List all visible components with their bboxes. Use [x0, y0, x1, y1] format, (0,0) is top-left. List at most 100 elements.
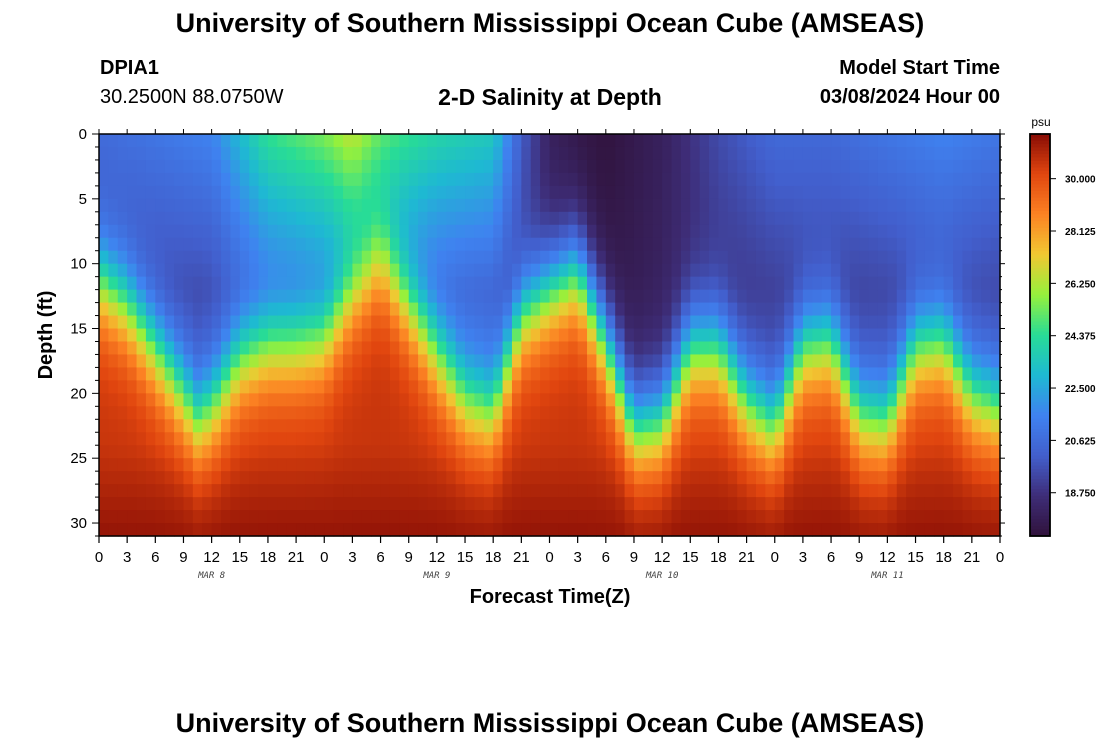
heatmap-cell — [361, 484, 372, 498]
heatmap-cell — [136, 250, 147, 265]
heatmap-cell — [821, 497, 832, 511]
heatmap-cell — [164, 134, 175, 148]
day-label: MAR 10 — [645, 571, 679, 581]
heatmap-cell — [389, 523, 400, 537]
colorbar-tick-label: 30.000 — [1065, 175, 1096, 186]
heatmap-cell — [587, 185, 598, 200]
heatmap-cell — [680, 458, 691, 472]
heatmap-cell — [802, 146, 813, 161]
x-tick-label: 3 — [799, 549, 807, 566]
heatmap-cell — [633, 289, 644, 304]
heatmap-cell — [990, 263, 1001, 278]
heatmap-cell — [934, 185, 945, 200]
heatmap-cell — [455, 315, 466, 330]
heatmap-cell — [793, 484, 804, 498]
heatmap-cell — [286, 250, 297, 265]
heatmap-cell — [690, 458, 701, 472]
heatmap-cell — [868, 497, 879, 511]
heatmap-cell — [418, 419, 429, 433]
heatmap-cell — [389, 289, 400, 304]
heatmap-cell — [474, 185, 485, 200]
heatmap-cell — [577, 497, 588, 511]
heatmap-cell — [915, 432, 926, 446]
heatmap-cell — [221, 315, 231, 330]
heatmap-cell — [690, 146, 701, 161]
heatmap-cell — [765, 159, 776, 174]
heatmap-cell — [558, 146, 569, 161]
heatmap-cell — [953, 393, 964, 407]
heatmap-cell — [577, 289, 588, 304]
heatmap-cell — [737, 276, 748, 291]
heatmap-cell — [258, 380, 269, 394]
heatmap-cell — [549, 302, 560, 317]
heatmap-cell — [765, 328, 776, 343]
heatmap-cell — [267, 237, 278, 252]
heatmap-cell — [802, 237, 813, 252]
heatmap-cell — [981, 134, 992, 148]
heatmap-cell — [530, 302, 541, 317]
colorbar-segment — [1030, 237, 1050, 242]
heatmap-cell — [915, 367, 926, 381]
heatmap-cell — [793, 134, 804, 148]
heatmap-cell — [765, 380, 776, 394]
heatmap-cell — [296, 406, 307, 420]
heatmap-cell — [605, 289, 616, 304]
heatmap-cell — [521, 471, 532, 485]
heatmap-cell — [577, 250, 588, 265]
heatmap-cell — [361, 211, 372, 226]
heatmap-cell — [662, 211, 673, 226]
heatmap-cell — [774, 159, 785, 174]
heatmap-cell — [99, 341, 109, 356]
heatmap-cell — [465, 393, 476, 407]
heatmap-cell — [380, 172, 391, 187]
heatmap-cell — [502, 367, 513, 381]
x-tick-label: 21 — [288, 549, 305, 566]
heatmap-cell — [699, 302, 710, 317]
heatmap-cell — [455, 458, 466, 472]
heatmap-cell — [643, 328, 654, 343]
heatmap-cell — [540, 159, 551, 174]
heatmap-cell — [511, 406, 522, 420]
heatmap-cell — [389, 146, 400, 161]
heatmap-cell — [249, 471, 260, 485]
heatmap-cell — [221, 263, 231, 278]
heatmap-cell — [605, 250, 616, 265]
heatmap-cell — [136, 328, 147, 343]
heatmap-cell — [868, 471, 879, 485]
heatmap-cell — [174, 510, 185, 524]
heatmap-cell — [155, 432, 166, 446]
heatmap-cell — [418, 172, 429, 187]
heatmap-cell — [868, 211, 879, 226]
heatmap-cell — [643, 134, 654, 148]
heatmap-cell — [568, 510, 579, 524]
heatmap-cell — [906, 497, 917, 511]
heatmap-cell — [202, 146, 213, 161]
heatmap-cell — [117, 523, 128, 537]
heatmap-cell — [934, 146, 945, 161]
heatmap-cell — [108, 406, 119, 420]
heatmap-cell — [371, 523, 382, 537]
heatmap-cell — [915, 471, 926, 485]
heatmap-cell — [371, 224, 382, 239]
heatmap-cell — [662, 198, 673, 213]
heatmap-cell — [136, 237, 147, 252]
heatmap-cell — [258, 393, 269, 407]
heatmap-cell — [389, 198, 400, 213]
heatmap-cell — [924, 458, 935, 472]
heatmap-cell — [343, 432, 354, 446]
heatmap-cell — [127, 419, 138, 433]
heatmap-cell — [511, 134, 522, 148]
heatmap-cell — [877, 211, 888, 226]
heatmap-cell — [924, 380, 935, 394]
heatmap-cell — [981, 315, 992, 330]
heatmap-cell — [192, 380, 203, 394]
heatmap-cell — [831, 484, 842, 498]
heatmap-cell — [446, 198, 457, 213]
heatmap-cell — [305, 289, 316, 304]
heatmap-cell — [277, 523, 288, 537]
heatmap-cell — [380, 380, 391, 394]
heatmap-cell — [136, 523, 147, 537]
heatmap-cell — [690, 134, 701, 148]
heatmap-cell — [774, 497, 785, 511]
heatmap-cell — [277, 250, 288, 265]
